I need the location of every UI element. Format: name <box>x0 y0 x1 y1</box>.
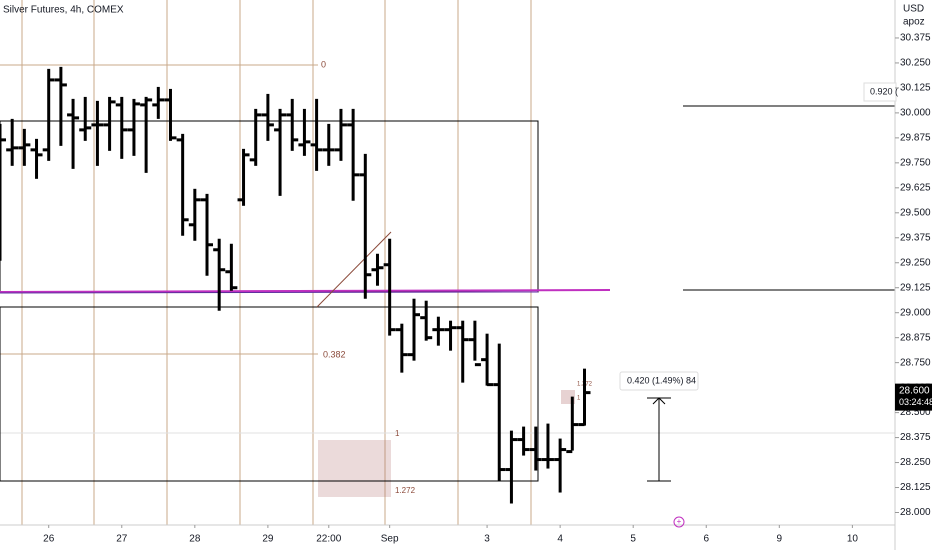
x-tick-label: 6 <box>703 534 709 545</box>
y-tick-label: 28.375 <box>900 432 931 443</box>
y-tick-label: 29.875 <box>900 133 931 144</box>
measure-box <box>619 371 699 391</box>
price-tag <box>895 383 932 411</box>
fib-label: 1.272 <box>395 486 416 495</box>
x-tick-label: 9 <box>777 534 783 545</box>
trend-line <box>0 289 611 293</box>
axis-note: apoz <box>903 17 925 28</box>
event-icon-plus[interactable]: + <box>677 517 682 526</box>
trend-line <box>0 291 539 294</box>
y-tick-label: 28.125 <box>900 482 931 493</box>
y-tick-label: 30.375 <box>900 33 931 44</box>
right-tag: 0.920 ( <box>870 86 898 96</box>
measure-arrow <box>647 397 671 482</box>
y-tick-label: 29.000 <box>900 307 931 318</box>
fib-label: 0 <box>321 59 326 69</box>
fib-label: 1 <box>395 429 400 438</box>
event-icon[interactable] <box>673 516 685 528</box>
x-tick-label: 10 <box>847 534 859 545</box>
y-tick-label: 30.125 <box>900 83 931 94</box>
price-tag-label: 28.600 <box>899 385 930 396</box>
tag-box <box>863 82 897 102</box>
y-tick-label: 29.625 <box>900 182 931 193</box>
measure-label: 0.420 (1.49%) 84 <box>627 375 696 385</box>
x-tick-label: 3 <box>484 534 490 545</box>
y-tick-label: 28.500 <box>900 407 931 418</box>
x-tick-label: 22:00 <box>316 534 341 545</box>
y-tick-label: 28.875 <box>900 332 931 343</box>
y-tick-label: 29.750 <box>900 157 931 168</box>
chart-title: Silver Futures, 4h, COMEX <box>3 5 124 16</box>
y-tick-label: 28.250 <box>900 457 931 468</box>
y-tick-label: 30.000 <box>900 108 931 119</box>
drawings <box>0 0 896 550</box>
y-tick-label: 30.250 <box>900 58 931 69</box>
x-tick-label: 5 <box>630 534 636 545</box>
x-tick-label: 26 <box>43 534 55 545</box>
y-tick-label: 29.125 <box>900 282 931 293</box>
y-tick-label: 29.375 <box>900 232 931 243</box>
currency: USD <box>903 4 924 15</box>
y-tick-label: 28.000 <box>900 507 931 518</box>
y-tick-label: 28.750 <box>900 357 931 368</box>
y-tick-label: 29.250 <box>900 257 931 268</box>
x-tick-label: 28 <box>189 534 201 545</box>
fib-zone <box>318 440 391 497</box>
fib-label: 0.382 <box>323 349 346 359</box>
range-box <box>0 306 539 482</box>
fib-label: 1 <box>577 396 581 402</box>
x-tick-label: Sep <box>381 534 399 545</box>
x-tick-label: 29 <box>262 534 274 545</box>
x-tick-label: 27 <box>116 534 128 545</box>
cycle-lines <box>21 0 532 525</box>
y-tick-label: 29.500 <box>900 207 931 218</box>
countdown: 03:24:48 <box>899 397 932 407</box>
angle-line <box>316 231 392 308</box>
x-tick-label: 4 <box>557 534 563 545</box>
